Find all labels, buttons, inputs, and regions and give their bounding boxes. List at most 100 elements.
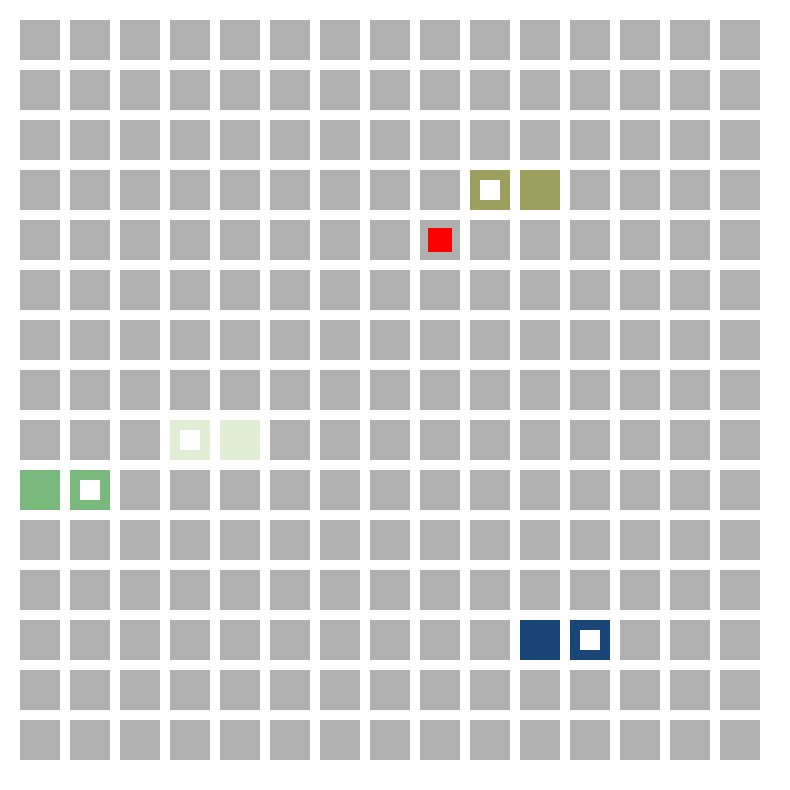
grid-cell[interactable] <box>320 320 360 360</box>
grid-cell[interactable] <box>720 320 760 360</box>
grid-cell[interactable] <box>720 20 760 60</box>
grid-cell[interactable] <box>520 470 560 510</box>
grid-cell[interactable] <box>570 720 610 760</box>
grid-cell[interactable] <box>520 270 560 310</box>
grid-cell[interactable] <box>320 120 360 160</box>
grid-cell[interactable] <box>720 620 760 660</box>
grid-cell[interactable] <box>120 520 160 560</box>
grid-cell[interactable] <box>670 420 710 460</box>
piece-cell-navy[interactable] <box>520 620 560 660</box>
grid-cell[interactable] <box>520 670 560 710</box>
grid-cell[interactable] <box>570 420 610 460</box>
grid-cell[interactable] <box>420 270 460 310</box>
grid-cell[interactable] <box>670 370 710 410</box>
grid-cell[interactable] <box>20 420 60 460</box>
grid-cell[interactable] <box>120 470 160 510</box>
grid-cell[interactable] <box>420 120 460 160</box>
grid-cell[interactable] <box>420 370 460 410</box>
grid-cell[interactable] <box>70 70 110 110</box>
grid-cell[interactable] <box>720 670 760 710</box>
piece-cell-olive[interactable] <box>470 170 510 210</box>
grid-cell[interactable] <box>470 470 510 510</box>
grid-cell[interactable] <box>70 170 110 210</box>
grid-cell[interactable] <box>420 20 460 60</box>
grid-cell[interactable] <box>120 70 160 110</box>
grid-cell[interactable] <box>670 270 710 310</box>
grid-cell[interactable] <box>170 120 210 160</box>
grid-cell[interactable] <box>270 420 310 460</box>
grid-cell[interactable] <box>520 520 560 560</box>
grid-cell[interactable] <box>70 320 110 360</box>
grid-cell[interactable] <box>70 620 110 660</box>
grid-cell[interactable] <box>720 120 760 160</box>
grid-cell[interactable] <box>720 420 760 460</box>
grid-cell[interactable] <box>270 270 310 310</box>
grid-cell[interactable] <box>720 520 760 560</box>
grid-cell[interactable] <box>470 620 510 660</box>
piece-cell-pale-green[interactable] <box>170 420 210 460</box>
grid-cell[interactable] <box>70 270 110 310</box>
grid-cell[interactable] <box>620 120 660 160</box>
grid-cell[interactable] <box>220 120 260 160</box>
grid-cell[interactable] <box>70 520 110 560</box>
grid-cell[interactable] <box>220 620 260 660</box>
grid-cell[interactable] <box>20 720 60 760</box>
grid-cell[interactable] <box>20 670 60 710</box>
grid-cell[interactable] <box>670 670 710 710</box>
grid-cell[interactable] <box>270 320 310 360</box>
grid-cell[interactable] <box>20 520 60 560</box>
grid-cell[interactable] <box>170 720 210 760</box>
grid-cell[interactable] <box>570 320 610 360</box>
grid-cell[interactable] <box>120 320 160 360</box>
grid-cell[interactable] <box>470 120 510 160</box>
grid-cell[interactable] <box>20 570 60 610</box>
grid-cell[interactable] <box>70 720 110 760</box>
grid-cell[interactable] <box>570 470 610 510</box>
grid-cell[interactable] <box>20 220 60 260</box>
grid-cell[interactable] <box>670 620 710 660</box>
grid-cell[interactable] <box>620 220 660 260</box>
grid-cell[interactable] <box>520 570 560 610</box>
grid-cell[interactable] <box>470 320 510 360</box>
grid-cell[interactable] <box>520 320 560 360</box>
grid-cell[interactable] <box>470 570 510 610</box>
grid-cell[interactable] <box>720 720 760 760</box>
grid-cell[interactable] <box>420 570 460 610</box>
grid-cell[interactable] <box>370 720 410 760</box>
grid-cell[interactable] <box>620 620 660 660</box>
grid-cell[interactable] <box>70 120 110 160</box>
grid-cell[interactable] <box>270 470 310 510</box>
grid-cell[interactable] <box>720 170 760 210</box>
grid-cell[interactable] <box>720 270 760 310</box>
grid-cell[interactable] <box>570 170 610 210</box>
grid-cell[interactable] <box>320 70 360 110</box>
grid-cell[interactable] <box>620 670 660 710</box>
grid-cell[interactable] <box>720 370 760 410</box>
grid-cell[interactable] <box>70 220 110 260</box>
grid-cell[interactable] <box>170 270 210 310</box>
grid-cell[interactable] <box>70 370 110 410</box>
grid-cell[interactable] <box>20 620 60 660</box>
grid-cell[interactable] <box>270 120 310 160</box>
grid-cell[interactable] <box>470 70 510 110</box>
grid-cell[interactable] <box>620 70 660 110</box>
grid-cell[interactable] <box>270 20 310 60</box>
grid-cell[interactable] <box>670 120 710 160</box>
grid-cell[interactable] <box>620 720 660 760</box>
grid-cell[interactable] <box>370 320 410 360</box>
grid-cell[interactable] <box>170 70 210 110</box>
grid-cell[interactable] <box>20 70 60 110</box>
grid-cell[interactable] <box>670 470 710 510</box>
grid-cell[interactable] <box>420 670 460 710</box>
grid-cell[interactable] <box>20 120 60 160</box>
grid-cell[interactable] <box>370 220 410 260</box>
grid-cell[interactable] <box>70 20 110 60</box>
grid-cell[interactable] <box>370 620 410 660</box>
grid-cell[interactable] <box>270 670 310 710</box>
grid-cell[interactable] <box>620 570 660 610</box>
grid-cell[interactable] <box>70 570 110 610</box>
grid-cell[interactable] <box>620 20 660 60</box>
piece-cell-green[interactable] <box>70 470 110 510</box>
grid-cell[interactable] <box>420 420 460 460</box>
grid-cell[interactable] <box>470 670 510 710</box>
